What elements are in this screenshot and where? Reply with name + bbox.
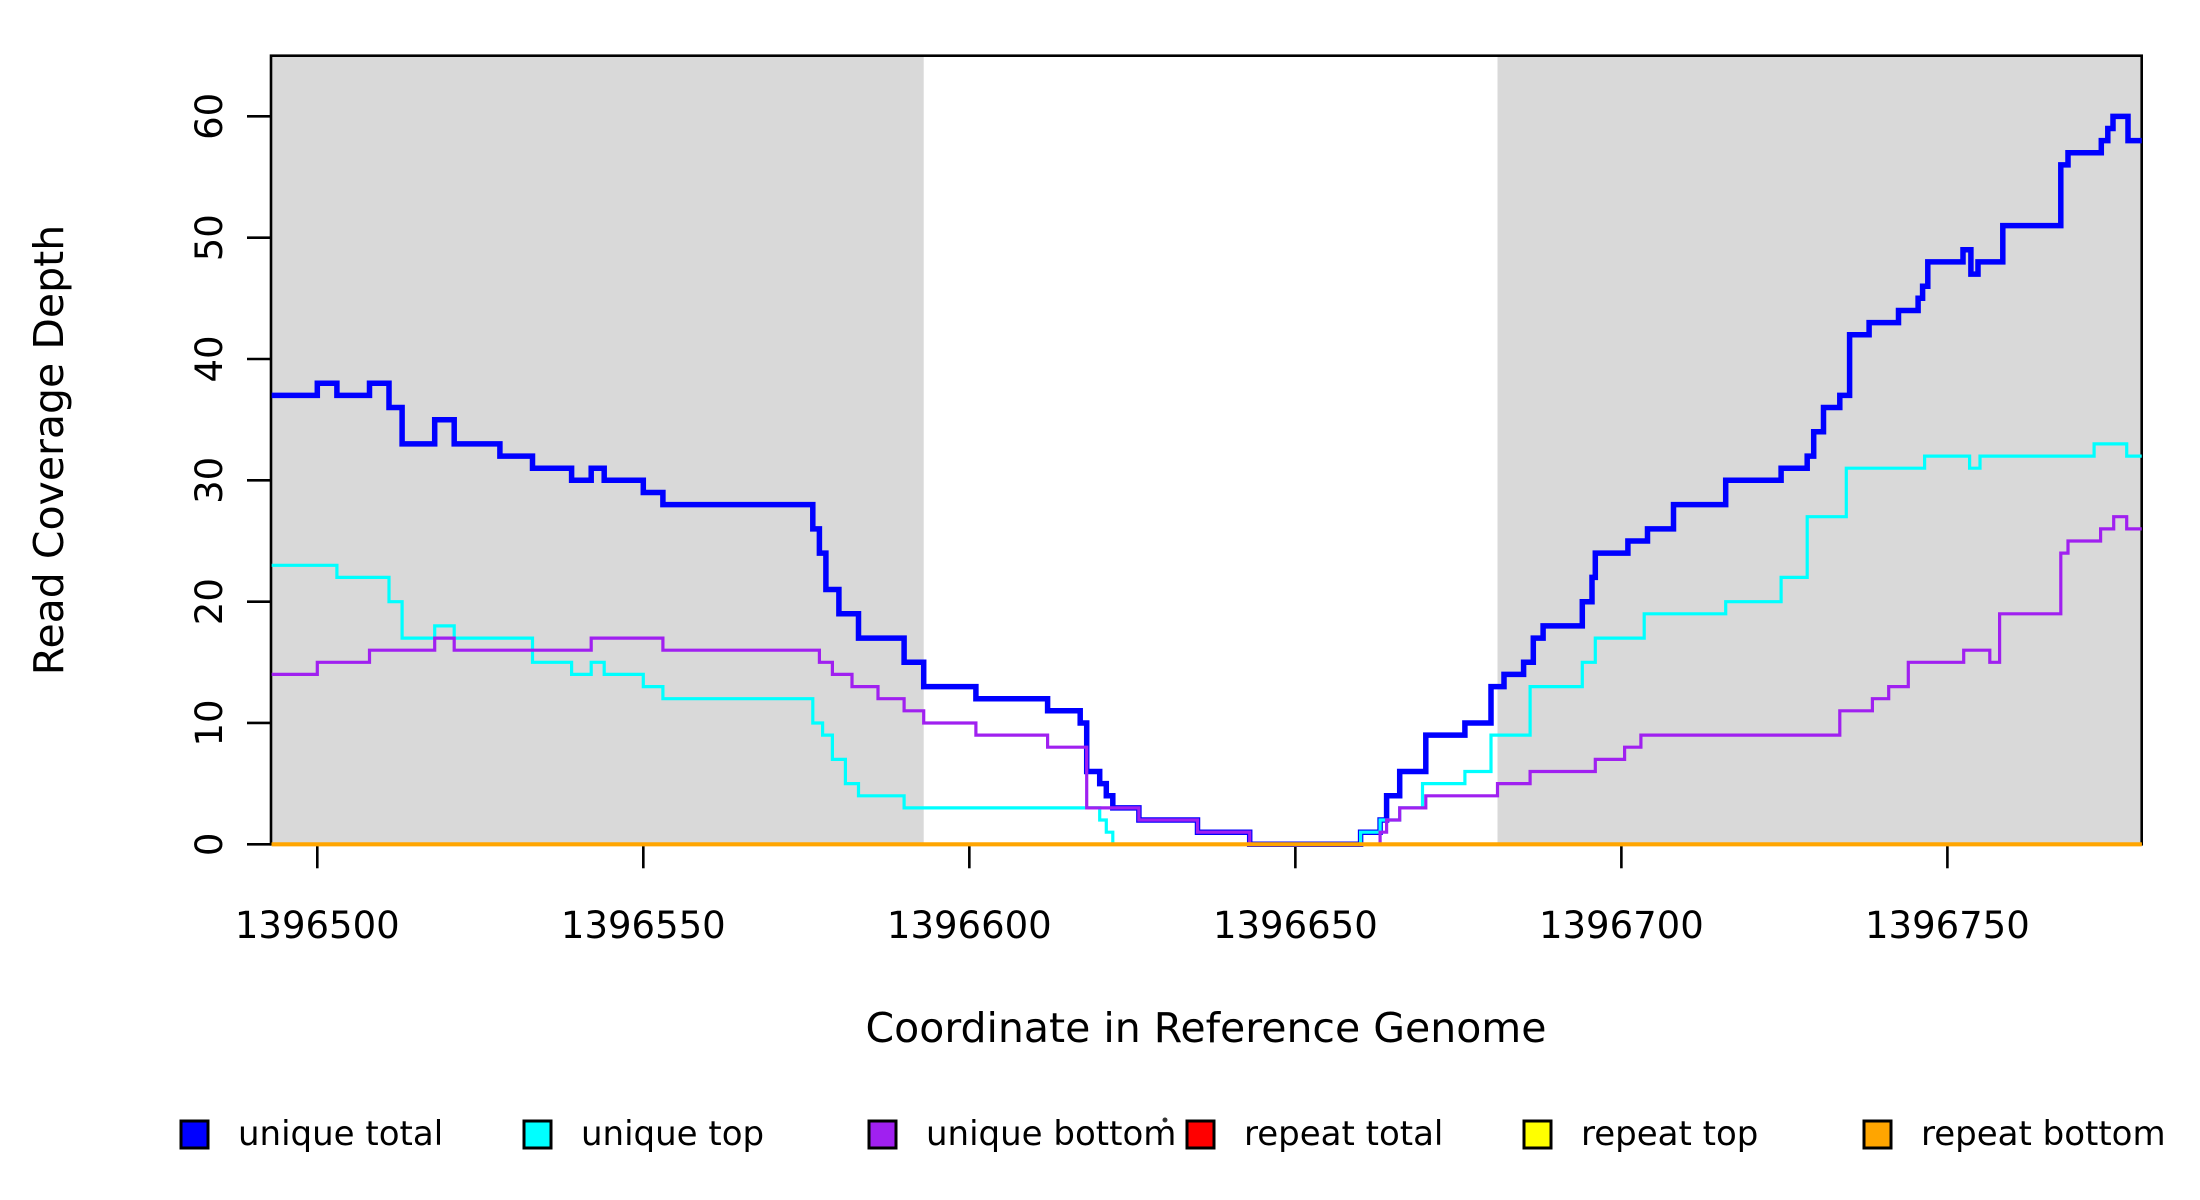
y-axis-tick-label: 30 [188,457,231,504]
stray-dot-mark [1162,1117,1168,1123]
legend-swatch-unique-total [179,1119,210,1150]
y-axis-title: Read Coverage Depth [25,225,73,675]
legend-label: unique top [581,1114,764,1154]
legend-label: repeat bottom [1921,1114,2166,1154]
legend-swatch-unique-top [522,1119,553,1150]
series-line-unique-top [271,442,2142,846]
x-axis-tick-label: 1396600 [887,904,1052,947]
y-axis-tick-label: 60 [188,93,231,140]
y-axis-tick-label: 50 [188,214,231,261]
legend-swatch-unique-bottom [867,1119,898,1150]
y-axis-tick-label: 40 [188,335,231,382]
x-axis-tick-label: 1396700 [1539,904,1704,947]
shaded-repeat-region [1497,55,2142,845]
x-axis-tick-label: 1396500 [235,904,400,947]
shaded-repeat-region [271,55,924,845]
legend-label: unique total [238,1114,443,1154]
x-axis-tick-label: 1396650 [1213,904,1378,947]
legend-swatch-repeat-top [1522,1119,1553,1150]
y-axis-tick-label: 10 [188,699,231,746]
x-axis-tick-label: 1396750 [1865,904,2030,947]
legend-swatch-repeat-total [1185,1119,1216,1150]
legend-label: repeat total [1244,1114,1443,1154]
x-axis-tick-label: 1396550 [561,904,726,947]
series-line-unique-total [271,113,2142,848]
legend-swatch-repeat-bottom [1862,1119,1893,1150]
y-axis-tick-label: 0 [188,833,231,857]
x-axis-title: Coordinate in Reference Genome [866,1004,1547,1052]
y-axis-tick-label: 20 [188,578,231,625]
series-line-unique-bottom [271,515,2142,846]
legend-label: repeat top [1581,1114,1758,1154]
legend-label: unique bottom [926,1114,1176,1154]
